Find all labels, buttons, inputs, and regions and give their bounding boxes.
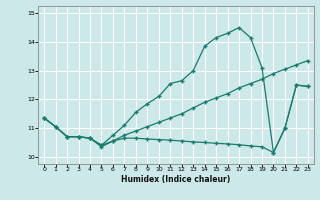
X-axis label: Humidex (Indice chaleur): Humidex (Indice chaleur) xyxy=(121,175,231,184)
